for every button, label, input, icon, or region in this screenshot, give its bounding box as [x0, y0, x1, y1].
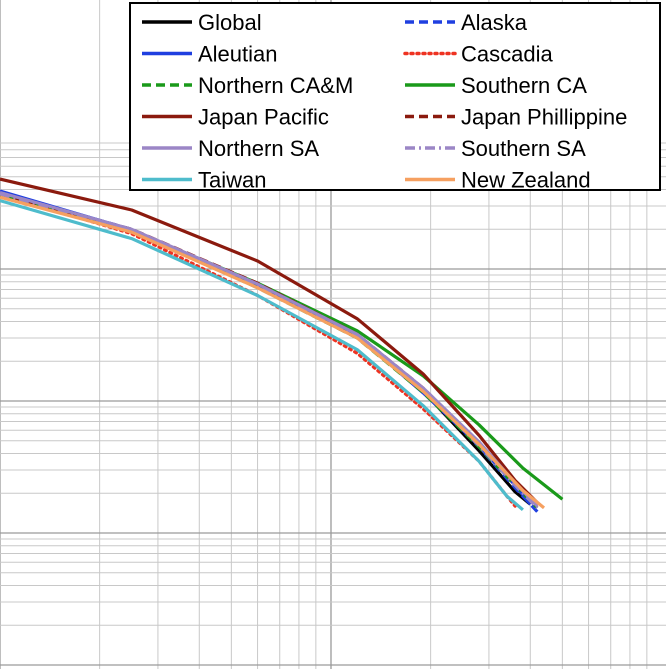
series-lines — [0, 177, 564, 513]
legend-label-cascadia: Cascadia — [461, 42, 553, 67]
legend-label-northern-ca-m: Northern CA&M — [198, 73, 353, 98]
series-line-taiwan — [0, 199, 524, 512]
legend-label-japan-phillippine: Japan Phillippine — [461, 105, 627, 130]
series-line-new-zealand — [0, 195, 546, 510]
series-line-japan-phillippine — [0, 192, 539, 508]
legend-box — [129, 2, 661, 191]
legend-label-taiwan: Taiwan — [198, 168, 266, 193]
legend: Global Alaska Aleutian Cascadia Northern CA&… — [129, 2, 661, 193]
legend-label-global: Global — [198, 10, 262, 35]
series-line-northern-ca-m — [0, 192, 539, 510]
legend-label-northern-sa: Northern SA — [198, 136, 319, 161]
legend-label-aleutian: Aleutian — [198, 42, 278, 67]
legend-label-new-zealand: New Zealand — [461, 168, 591, 193]
legend-label-southern-sa: Southern SA — [461, 136, 586, 161]
series-line-global — [0, 192, 532, 506]
series-line-alaska — [0, 190, 539, 513]
legend-label-southern-ca: Southern CA — [461, 73, 587, 98]
series-line-aleutian — [0, 189, 532, 506]
series-line-southern-sa — [0, 192, 539, 510]
series-line-japan-pacific — [0, 177, 539, 504]
legend-label-alaska: Alaska — [461, 10, 528, 35]
legend-label-japan-pacific: Japan Pacific — [198, 105, 329, 130]
series-line-northern-sa — [0, 190, 539, 508]
